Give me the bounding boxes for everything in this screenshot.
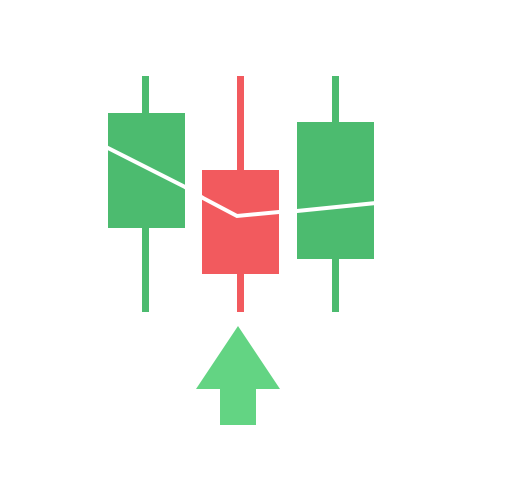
candle-1 <box>108 76 185 312</box>
candle-3-body <box>297 122 374 259</box>
candle-1-lower-wick <box>142 226 149 312</box>
candle-3-upper-wick <box>332 76 339 124</box>
candle-3-lower-wick <box>332 256 339 312</box>
candle-1-upper-wick <box>142 76 149 116</box>
candle-3 <box>297 76 374 312</box>
candle-2-upper-wick <box>237 76 244 172</box>
arrow-up-icon <box>196 326 280 425</box>
candle-2-lower-wick <box>237 272 244 312</box>
candle-2 <box>202 76 279 312</box>
trend-line <box>105 145 377 219</box>
candle-1-body <box>108 113 185 228</box>
candle-2-body <box>202 170 279 274</box>
